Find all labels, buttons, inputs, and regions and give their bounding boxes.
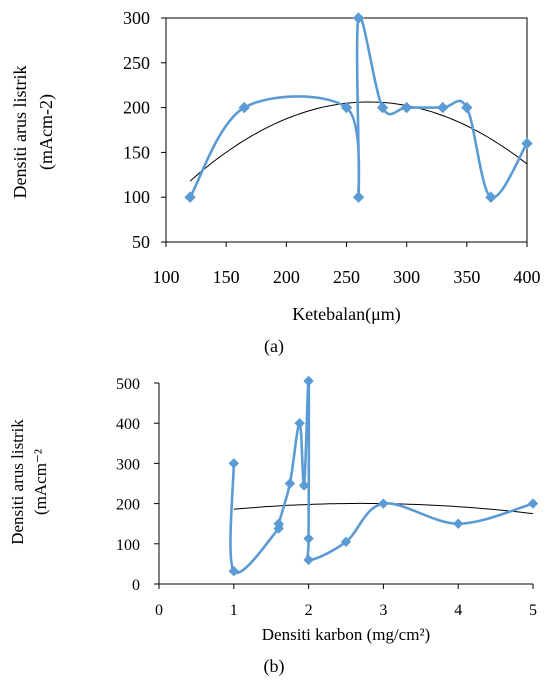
data-point [303,375,314,387]
y-tick-label: 200 [123,98,150,118]
data-point [376,101,389,114]
y-axis-title-line2: (mAcm-2) [36,94,57,170]
x-tick-label: 150 [213,267,240,287]
data-point [340,101,353,114]
data-point [273,518,284,529]
y-tick-label: 400 [116,416,140,433]
chart-panel-b: 0 100 200 300 400 500 0 1 2 3 4 5 Densiti karbon (mg… [8,375,539,677]
y-tick-label: 100 [116,537,140,554]
y-tick-label: 250 [123,53,150,73]
y-tick-label: 0 [132,577,140,594]
data-point [400,101,413,114]
x-tick-label: 1 [230,602,238,619]
x-tick-label: 400 [514,267,541,287]
x-tick-label: 250 [333,267,360,287]
data-point [298,480,310,491]
x-tick-label: 3 [379,602,387,619]
y-tick-label: 200 [116,497,140,514]
series-line [229,379,534,575]
data-point [284,478,296,489]
x-axis-title: Densiti karbon (mg/cm²) [262,625,430,644]
data-point [352,12,365,24]
x-tick-label: 350 [453,267,480,287]
data-point [485,191,497,203]
data-point [527,498,539,509]
data-point [340,536,352,547]
y-axis-title-line1: Densiti arus listrik [10,66,30,199]
y-tick-label: 300 [123,8,150,28]
data-point [303,554,314,566]
y-tick-label: 50 [132,232,150,252]
data-point [228,565,240,577]
x-tick-label: 100 [153,267,180,287]
x-tick-label: 2 [305,602,313,619]
data-point [521,137,533,150]
panel-label: (b) [264,656,285,677]
data-point [378,498,389,509]
data-point [184,191,196,203]
data-point [452,518,464,529]
y-axis-title-line2: (mAcm⁻² [31,449,50,515]
x-tick-label: 4 [454,602,462,619]
x-axis-title: Ketebalan(μm) [292,304,401,325]
x-tick-label: 5 [529,602,537,619]
series-line [188,15,529,201]
data-point [437,101,449,114]
x-tick-label: 300 [393,267,420,287]
y-tick-label: 300 [116,456,140,473]
data-point [238,101,250,114]
panel-label: (a) [264,336,284,357]
data-point [294,417,305,429]
y-axis-title-line1: Densiti arus listrik [8,419,27,545]
data-point [461,101,473,114]
x-tick-label: 200 [273,267,300,287]
y-tick-label: 150 [123,142,150,162]
data-point [303,533,314,544]
y-tick-label: 100 [123,187,150,207]
x-tick-label: 0 [155,602,163,619]
data-point [228,458,240,469]
y-tick-label: 500 [116,376,140,393]
data-point [352,191,365,203]
